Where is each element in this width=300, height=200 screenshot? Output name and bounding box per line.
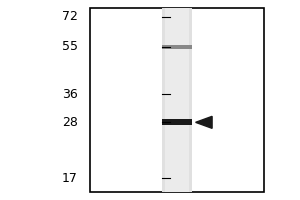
Text: 72: 72 (62, 10, 78, 23)
Text: 55: 55 (62, 40, 78, 53)
Bar (90, 8, 264, 192)
Text: 17: 17 (62, 172, 78, 185)
Text: 28: 28 (62, 116, 78, 129)
Bar (162, 45, 192, 49)
Polygon shape (196, 116, 212, 128)
Bar (162, 8, 192, 192)
Text: 36: 36 (62, 88, 78, 101)
Bar (165, 8, 189, 192)
Bar (162, 119, 192, 125)
